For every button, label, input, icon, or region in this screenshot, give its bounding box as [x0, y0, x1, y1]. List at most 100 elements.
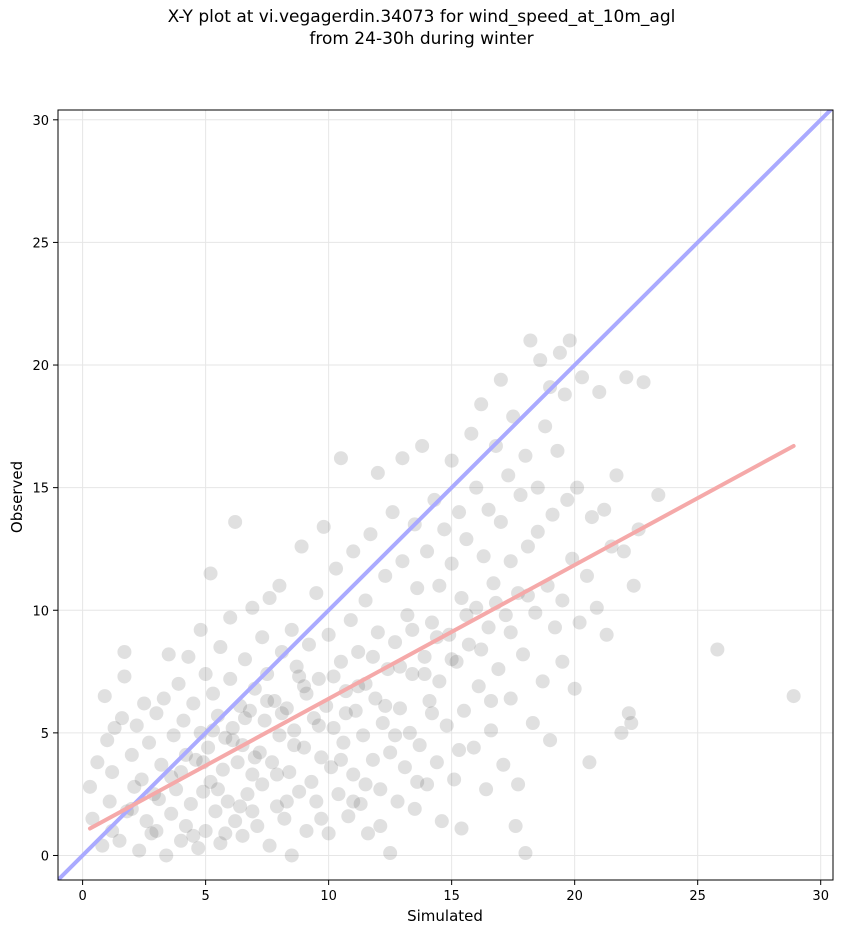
data-point: [471, 679, 486, 694]
data-point: [100, 733, 115, 748]
grid-lines: [58, 110, 833, 880]
data-point: [528, 605, 543, 620]
data-point: [520, 539, 535, 554]
data-point: [363, 527, 378, 542]
data-point: [636, 375, 651, 390]
data-point: [250, 819, 265, 834]
data-point: [326, 720, 341, 735]
data-point: [545, 507, 560, 522]
data-point: [208, 804, 223, 819]
data-point: [530, 524, 545, 539]
chart-title-line-2: from 24-30h during winter: [309, 29, 534, 49]
data-point: [469, 480, 484, 495]
data-point: [149, 823, 164, 838]
data-point: [112, 833, 127, 848]
data-point: [277, 811, 292, 826]
data-point: [567, 681, 582, 696]
data-point: [486, 576, 501, 591]
y-tick-label: 20: [32, 359, 49, 374]
data-point: [292, 784, 307, 799]
data-point: [282, 765, 297, 780]
data-point: [213, 836, 228, 851]
data-point: [599, 627, 614, 642]
y-tick-label: 5: [41, 727, 49, 742]
data-point: [233, 799, 248, 814]
data-point: [105, 765, 120, 780]
data-point: [370, 465, 385, 480]
data-point: [166, 728, 181, 743]
data-point: [353, 796, 368, 811]
data-point: [395, 451, 410, 466]
data-point: [575, 370, 590, 385]
data-point: [550, 443, 565, 458]
scatter-points: [82, 333, 801, 863]
data-point: [626, 578, 641, 593]
data-point: [710, 642, 725, 657]
data-point: [449, 654, 464, 669]
data-point: [405, 622, 420, 637]
data-point: [193, 622, 208, 637]
data-point: [223, 671, 238, 686]
data-point: [461, 637, 476, 652]
data-point: [294, 539, 309, 554]
data-point: [555, 654, 570, 669]
data-point: [279, 701, 294, 716]
data-point: [333, 752, 348, 767]
data-point: [252, 745, 267, 760]
data-point: [156, 691, 171, 706]
data-point: [174, 833, 189, 848]
data-point: [309, 586, 324, 601]
data-point: [469, 600, 484, 615]
data-point: [417, 649, 432, 664]
data-point: [343, 613, 358, 628]
data-point: [306, 711, 321, 726]
data-point: [164, 806, 179, 821]
data-point: [196, 784, 211, 799]
data-point: [220, 794, 235, 809]
data-point: [346, 767, 361, 782]
data-point: [511, 777, 526, 792]
data-point: [242, 703, 257, 718]
data-point: [338, 706, 353, 721]
data-point: [454, 590, 469, 605]
data-point: [257, 713, 272, 728]
data-point: [272, 578, 287, 593]
data-point: [191, 841, 206, 856]
data-point: [361, 826, 375, 841]
data-point: [402, 725, 417, 740]
data-point: [466, 740, 481, 755]
data-point: [228, 514, 243, 529]
data-point: [269, 767, 284, 782]
y-axis-ticks: 0 5 10 15 20 25 30: [32, 114, 58, 864]
chart-title-line-1: X-Y plot at vi.vegagerdin.34073 for wind…: [167, 7, 676, 27]
data-point: [454, 821, 469, 836]
data-point: [417, 667, 432, 682]
data-point: [424, 706, 439, 721]
data-point: [255, 777, 270, 792]
data-point: [225, 720, 240, 735]
data-point: [437, 522, 452, 537]
data-point: [326, 669, 341, 684]
data-point: [90, 755, 105, 770]
data-point: [284, 848, 299, 863]
data-point: [508, 819, 523, 834]
data-point: [333, 451, 348, 466]
data-point: [584, 510, 599, 525]
data-point: [237, 652, 252, 667]
y-axis-label: Observed: [8, 461, 26, 533]
data-point: [267, 693, 282, 708]
data-point: [142, 735, 157, 750]
data-point: [218, 730, 233, 745]
data-point: [619, 370, 634, 385]
y-tick-label: 25: [32, 236, 49, 251]
regression-line: [87, 443, 796, 831]
x-axis-ticks: 0 5 10 15 20 25 30: [78, 880, 829, 904]
data-point: [289, 659, 304, 674]
data-point: [225, 733, 240, 748]
data-point: [459, 608, 474, 623]
data-point: [560, 492, 575, 507]
data-point: [422, 693, 437, 708]
data-point: [181, 649, 196, 664]
data-point: [439, 718, 454, 733]
